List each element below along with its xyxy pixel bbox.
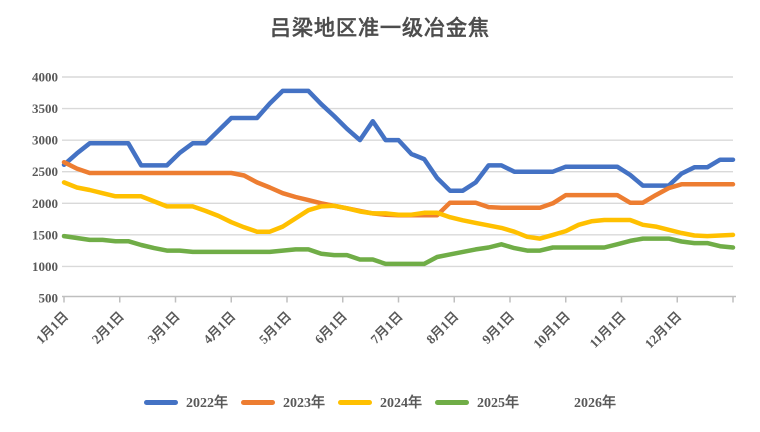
x-axis-label-month-9: 9月1日 <box>479 309 517 347</box>
y-axis-label-2500: 2500 <box>32 164 58 179</box>
y-axis-label-3500: 3500 <box>32 101 58 116</box>
y-axis-label-1000: 1000 <box>32 259 58 274</box>
legend-item-2024年: 2024年 <box>338 392 422 412</box>
legend-swatch-2025年 <box>435 399 469 405</box>
series-line-2022年 <box>61 88 736 193</box>
legend-label: 2025年 <box>477 396 519 411</box>
x-axis-label-month-5: 5月1日 <box>256 309 294 347</box>
y-axis-label-3000: 3000 <box>32 133 58 148</box>
legend-swatch-empty <box>532 400 566 405</box>
legend-label: 2024年 <box>380 396 422 411</box>
x-axis-label-month-10: 10月1日 <box>530 309 573 352</box>
legend-swatch-2024年 <box>338 399 372 405</box>
x-axis-label-month-2: 2月1日 <box>89 309 127 347</box>
x-axis-label-month-4: 4月1日 <box>200 309 238 347</box>
legend-item-2022年: 2022年 <box>144 392 228 412</box>
x-axis-label-month-8: 8月1日 <box>423 309 461 347</box>
x-axis-label-month-7: 7月1日 <box>367 309 405 347</box>
chart-title: 吕梁地区准一级冶金焦 <box>270 16 490 40</box>
y-axis-label-500: 500 <box>39 291 59 306</box>
x-axis-label-month-3: 3月1日 <box>144 309 182 347</box>
x-axis-label-month-12: 12月1日 <box>642 309 685 352</box>
legend-item-2023年: 2023年 <box>241 392 325 412</box>
chart-legend: 2022年 2023年 2024年 2025年 2026年 <box>0 392 760 412</box>
legend-label: 2026年 <box>574 396 616 411</box>
legend-item-2026年: 2026年 <box>532 392 616 412</box>
x-axis-label-month-6: 6月1日 <box>312 309 350 347</box>
y-axis-label-2000: 2000 <box>32 196 58 211</box>
legend-swatch-2023年 <box>241 399 275 405</box>
y-axis-label-4000: 4000 <box>32 70 58 85</box>
x-axis-label-month-1: 1月1日 <box>33 309 71 347</box>
legend-swatch-2022年 <box>144 399 178 405</box>
legend-item-2025年: 2025年 <box>435 392 519 412</box>
series-line-2024年 <box>61 180 736 241</box>
legend-label: 2022年 <box>186 396 228 411</box>
legend-label: 2023年 <box>283 396 325 411</box>
x-axis-label-month-11: 11月1日 <box>586 309 628 351</box>
y-axis-label-1500: 1500 <box>32 227 58 242</box>
series-line-2025年 <box>61 233 736 267</box>
